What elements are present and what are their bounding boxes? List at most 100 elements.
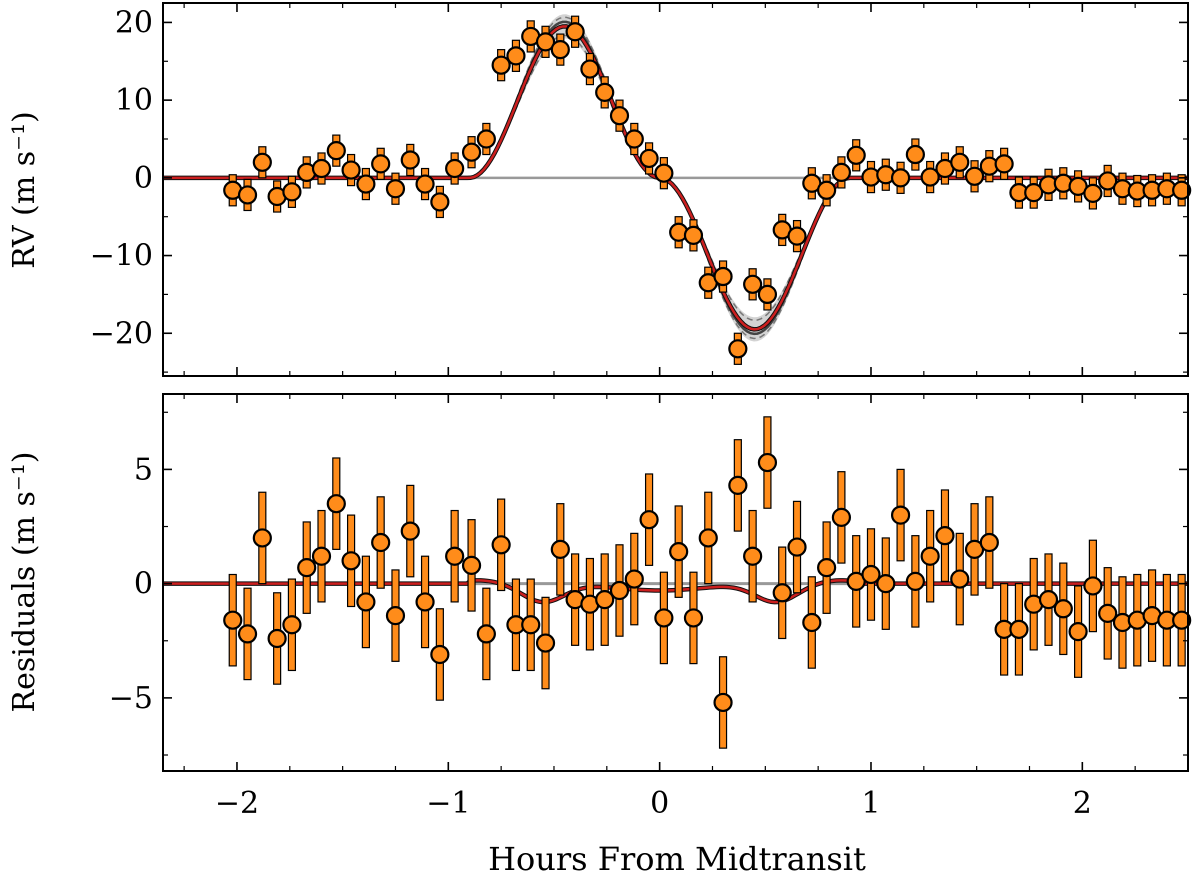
residual-point xyxy=(326,494,346,514)
rv-point xyxy=(565,22,585,42)
rv-point xyxy=(252,152,272,172)
residual-point xyxy=(311,546,332,566)
rv-point xyxy=(654,163,674,183)
rv-point xyxy=(1172,180,1192,200)
rv-point xyxy=(311,158,332,179)
rv-point xyxy=(609,106,630,126)
residual-point xyxy=(935,526,955,546)
rv-point xyxy=(415,174,435,194)
residual-point xyxy=(297,558,317,578)
residual-point xyxy=(491,535,511,555)
rv-axis-ticks: 20 10 0 −10 −20 xyxy=(90,3,1189,376)
residual-point xyxy=(252,528,272,548)
residual-point xyxy=(282,615,302,635)
residual-point xyxy=(624,569,644,589)
residual-point xyxy=(876,574,896,594)
residual-point xyxy=(430,644,450,665)
residual-point xyxy=(743,546,763,566)
rv-point xyxy=(506,46,526,66)
rv-data-points xyxy=(223,15,1192,365)
residual-point xyxy=(267,628,287,649)
rv-point xyxy=(757,284,778,305)
rv-point xyxy=(491,55,511,75)
y-tick-label: −5 xyxy=(109,681,153,716)
rv-point xyxy=(356,174,376,194)
residual-point xyxy=(713,692,733,713)
rv-point xyxy=(430,192,450,212)
x-tick-label: −1 xyxy=(426,786,470,821)
rv-point xyxy=(371,154,391,174)
rv-panel: 20 10 0 −10 −20 RV (m s⁻¹) xyxy=(7,2,1192,377)
residual-point xyxy=(787,537,807,557)
residual-point xyxy=(476,624,496,644)
residual-point xyxy=(831,507,852,527)
residual-point xyxy=(415,592,435,612)
rv-point xyxy=(595,82,615,102)
rv-point xyxy=(920,167,940,187)
rv-point xyxy=(535,32,556,52)
residual-point xyxy=(535,633,556,653)
residual-point xyxy=(772,583,792,603)
x-tick-label: 1 xyxy=(861,786,880,821)
residual-point xyxy=(461,555,482,575)
rv-point xyxy=(1024,183,1044,203)
residual-point xyxy=(341,551,361,571)
residual-point xyxy=(385,606,406,626)
residuals-panel-frame xyxy=(162,393,1189,772)
residual-data-points xyxy=(223,416,1192,749)
residual-point xyxy=(639,510,659,530)
y-tick-label: 20 xyxy=(115,5,153,40)
rv-point xyxy=(846,145,866,165)
residuals-axis-ticks: −2 −1 0 1 2 5 0 −5 xyxy=(109,394,1189,821)
rv-point xyxy=(341,160,361,180)
rv-point xyxy=(476,129,496,149)
rv-point xyxy=(964,166,985,186)
x-tick-label: −2 xyxy=(215,786,259,821)
rv-point xyxy=(237,185,258,205)
rv-point xyxy=(683,225,704,245)
residual-point xyxy=(609,580,630,601)
rv-point xyxy=(994,154,1014,174)
rv-point xyxy=(787,226,807,246)
residual-point xyxy=(905,571,925,591)
rv-point xyxy=(905,144,925,165)
residual-point xyxy=(890,505,911,525)
residual-point xyxy=(802,612,822,633)
residual-point xyxy=(654,608,674,628)
x-tick-label: 0 xyxy=(650,786,669,821)
rv-point xyxy=(743,274,763,294)
residual-point xyxy=(1172,610,1192,630)
rv-point xyxy=(950,152,970,172)
rv-ylabel: RV (m s⁻¹) xyxy=(7,111,42,268)
residual-point xyxy=(979,532,999,553)
rv-point xyxy=(890,168,911,188)
residual-point xyxy=(1068,622,1088,642)
rv-point xyxy=(461,142,482,162)
y-tick-label: 5 xyxy=(134,452,153,487)
residuals-ylabel: Residuals (m s⁻¹) xyxy=(7,452,42,713)
rv-point xyxy=(831,162,852,183)
rv-point xyxy=(385,179,406,199)
x-axis-label: Hours From Midtransit xyxy=(488,840,866,878)
rv-point xyxy=(282,182,302,202)
rv-point xyxy=(639,148,659,169)
residual-point xyxy=(1053,599,1073,619)
residual-point xyxy=(1038,590,1059,610)
residual-point xyxy=(445,546,465,566)
residual-point xyxy=(595,590,615,610)
residual-point xyxy=(400,521,420,541)
rv-panel-frame xyxy=(162,2,1189,377)
rv-point xyxy=(713,266,733,287)
rv-point xyxy=(1083,183,1103,203)
residual-point xyxy=(669,542,689,562)
residual-point xyxy=(1083,576,1103,596)
residual-point xyxy=(223,610,243,630)
residual-point xyxy=(237,624,258,644)
rv-point xyxy=(445,158,465,179)
rv-point xyxy=(624,129,644,149)
residual-point xyxy=(371,532,391,553)
rv-point xyxy=(326,141,346,161)
y-tick-label: −20 xyxy=(90,316,153,351)
residual-point xyxy=(920,546,940,566)
